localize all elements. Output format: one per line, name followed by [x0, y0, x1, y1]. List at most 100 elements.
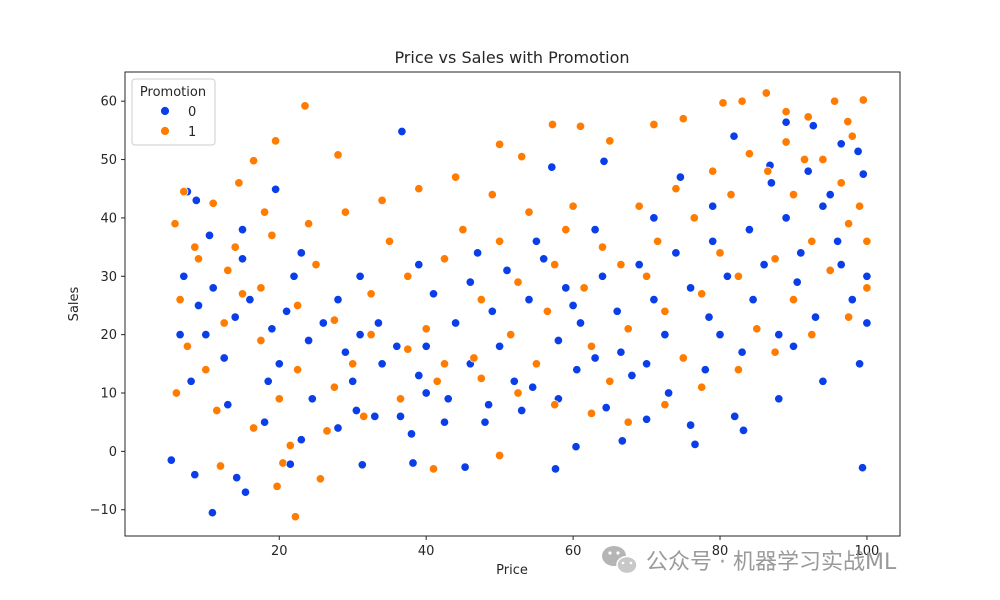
data-point-promotion-0 [392, 341, 402, 351]
data-point-promotion-1 [260, 207, 270, 217]
data-point-promotion-1 [348, 359, 358, 369]
y-axis-label: Sales [67, 286, 82, 321]
data-point-promotion-1 [715, 248, 725, 258]
data-point-promotion-1 [171, 388, 181, 398]
x-tick-label: 40 [418, 544, 435, 559]
data-point-promotion-1 [726, 190, 736, 200]
data-point-promotion-1 [803, 112, 813, 122]
legend-box [131, 78, 216, 146]
y-tick-label: −10 [90, 503, 117, 518]
data-point-promotion-0 [547, 162, 557, 172]
data-point-promotion-0 [414, 370, 424, 381]
data-point-promotion-1 [487, 190, 497, 200]
data-point-promotion-1 [469, 353, 479, 363]
data-point-promotion-1 [182, 341, 192, 351]
data-point-promotion-0 [730, 411, 740, 421]
data-point-promotion-0 [803, 166, 813, 176]
data-point-promotion-1 [547, 119, 558, 130]
y-tick-label: 10 [100, 387, 117, 402]
data-point-promotion-0 [601, 403, 611, 413]
data-point-promotion-1 [844, 219, 854, 229]
data-point-promotion-1 [329, 382, 339, 392]
y-axis: −10 0 10 20 30 40 50 60 [90, 95, 125, 518]
x-axis: 20 40 60 80 100 [271, 536, 879, 559]
data-point-promotion-0 [495, 341, 505, 351]
data-point-promotion-0 [722, 271, 732, 281]
data-point-promotion-1 [293, 300, 303, 311]
data-point-promotion-1 [175, 295, 185, 305]
data-point-promotion-0 [473, 248, 483, 258]
data-point-promotion-0 [274, 359, 284, 369]
data-point-promotion-0 [715, 330, 725, 340]
data-point-promotion-0 [796, 248, 806, 258]
data-point-promotion-0 [781, 117, 791, 127]
data-point-promotion-1 [697, 289, 707, 299]
data-point-promotion-0 [649, 295, 659, 305]
data-point-promotion-0 [590, 353, 600, 363]
data-point-promotion-0 [642, 414, 652, 424]
data-point-promotion-0 [237, 225, 248, 235]
data-point-promotion-0 [443, 394, 453, 404]
data-point-promotion-0 [818, 376, 828, 386]
data-point-promotion-0 [204, 230, 215, 240]
data-point-promotion-0 [599, 156, 609, 166]
data-point-promotion-0 [245, 295, 255, 305]
data-point-promotion-1 [256, 335, 266, 346]
data-point-promotion-0 [836, 260, 846, 270]
data-point-promotion-0 [597, 271, 608, 281]
data-point-promotion-1 [366, 289, 376, 299]
data-point-promotion-1 [807, 330, 817, 340]
y-tick-label: 60 [100, 95, 117, 110]
data-point-promotion-1 [249, 423, 259, 433]
data-point-promotion-1 [234, 178, 244, 188]
data-point-promotion-0 [766, 178, 776, 188]
data-point-promotion-0 [480, 417, 490, 427]
legend-marker-0 [160, 106, 170, 116]
data-point-promotion-1 [428, 464, 439, 474]
data-point-promotion-1 [697, 382, 707, 392]
data-point-promotion-1 [377, 195, 387, 205]
data-point-promotion-0 [408, 458, 418, 468]
data-point-promotion-1 [770, 254, 780, 264]
data-point-promotion-0 [517, 405, 527, 416]
data-point-promotion-1 [421, 324, 431, 334]
data-point-promotion-0 [708, 236, 718, 246]
legend-label-1: 1 [188, 125, 196, 140]
data-point-promotion-0 [531, 236, 541, 246]
data-point-promotion-1 [274, 394, 284, 404]
data-point-promotion-0 [395, 411, 406, 421]
data-point-promotion-1 [678, 353, 688, 363]
data-point-promotion-1 [267, 230, 277, 240]
chart-title: Price vs Sales with Promotion [394, 48, 629, 67]
data-point-promotion-1 [322, 426, 332, 436]
watermark-text: 公众号 · 机器学习实战ML [646, 550, 897, 575]
data-point-promotion-1 [506, 330, 516, 340]
data-point-promotion-0 [660, 330, 670, 340]
data-point-promotion-0 [414, 260, 424, 270]
data-point-promotion-1 [807, 236, 817, 246]
data-point-promotion-0 [836, 139, 846, 149]
data-point-promotion-0 [193, 300, 204, 311]
data-point-promotion-1 [201, 365, 211, 375]
data-point-promotion-0 [857, 463, 868, 473]
data-point-promotion-0 [487, 306, 497, 316]
data-point-promotion-1 [190, 242, 200, 252]
data-point-promotion-0 [282, 306, 292, 316]
data-point-promotion-1 [623, 324, 633, 334]
x-axis-label: Price [496, 563, 528, 578]
data-point-promotion-1 [733, 365, 743, 375]
data-point-promotion-0 [744, 225, 754, 235]
data-point-promotion-1 [843, 117, 853, 127]
data-point-promotion-1 [304, 219, 314, 229]
data-point-promotion-0 [649, 213, 659, 223]
data-point-promotion-1 [836, 178, 846, 188]
data-point-promotion-1 [271, 136, 281, 146]
data-point-promotion-1 [219, 318, 229, 328]
data-point-promotion-1 [300, 101, 310, 111]
data-point-promotion-1 [384, 236, 395, 246]
y-tick-label: 40 [100, 211, 117, 226]
data-point-promotion-0 [561, 283, 571, 293]
data-point-promotion-0 [862, 271, 872, 281]
data-point-promotion-0 [260, 417, 270, 427]
data-point-promotion-1 [649, 119, 659, 130]
